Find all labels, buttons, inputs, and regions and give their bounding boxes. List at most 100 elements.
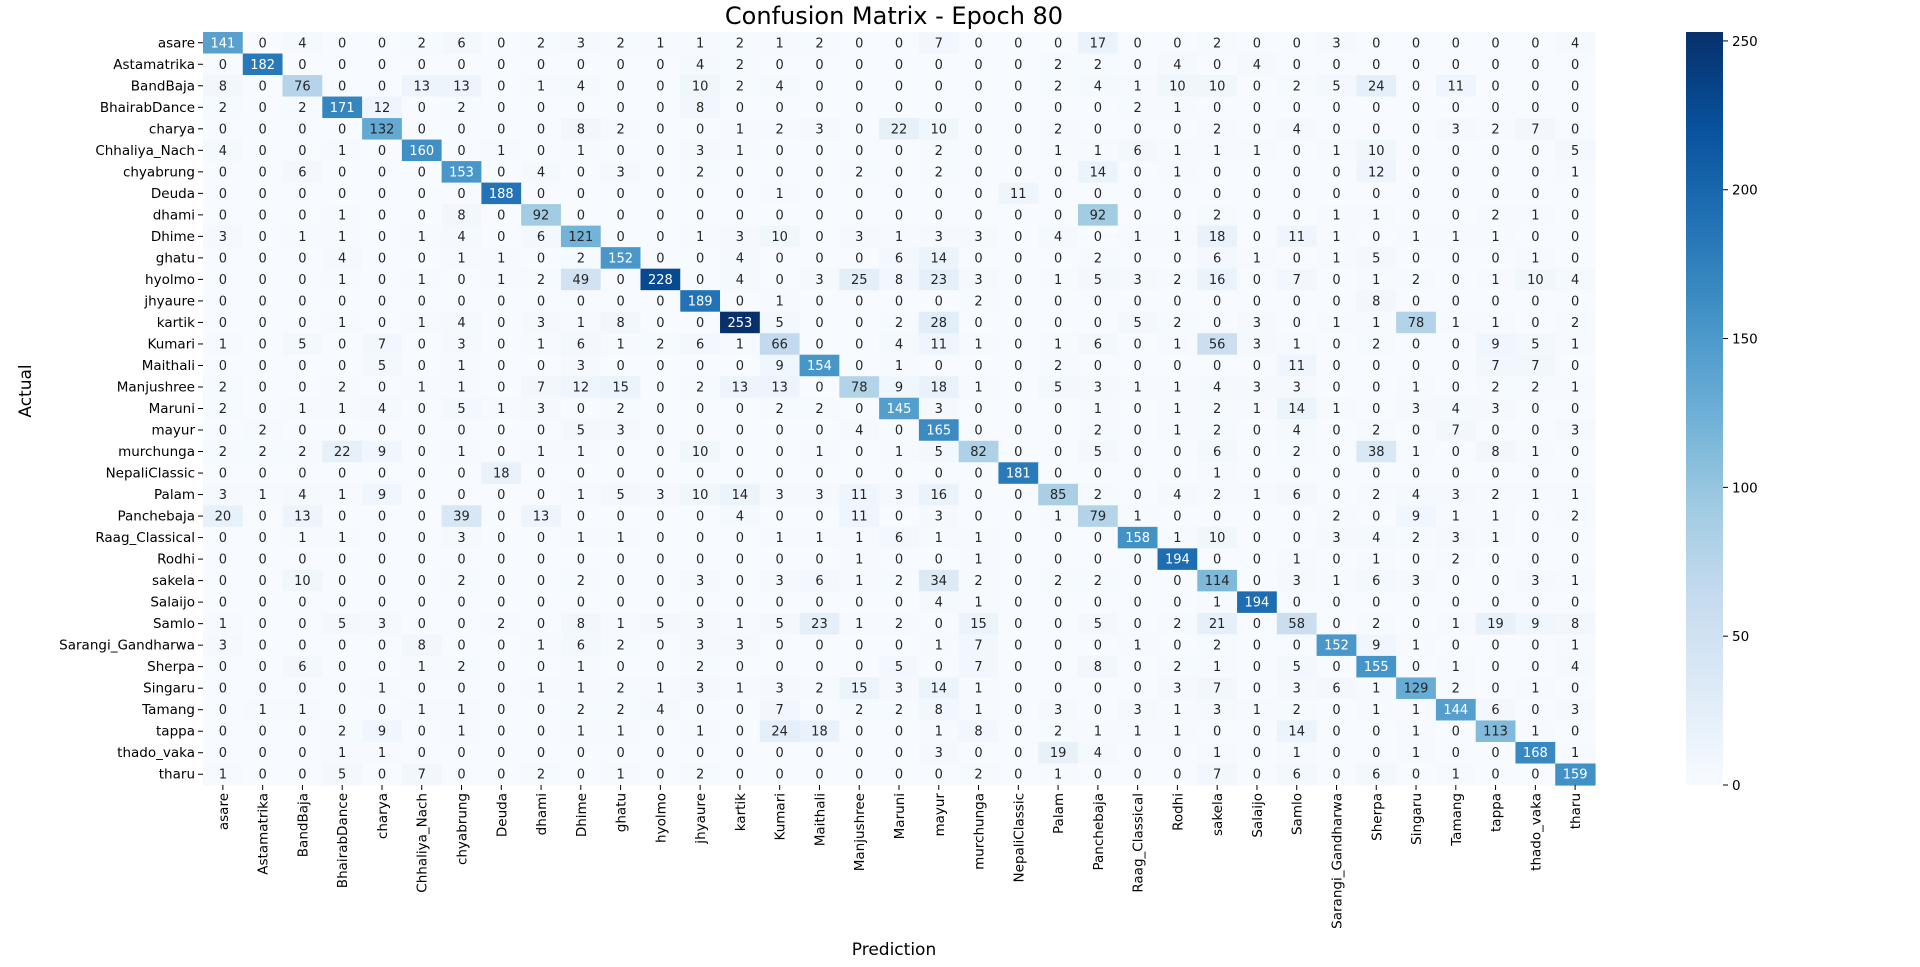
heatmap-cell [1475, 247, 1517, 270]
cell-value-label: 0 [1094, 639, 1102, 654]
cell-value-label: 0 [338, 424, 346, 439]
cell-value-label: 0 [1213, 510, 1221, 525]
cell-value-label: 0 [1452, 36, 1460, 51]
cell-value-label: 2 [1094, 424, 1102, 439]
cell-value-label: 0 [656, 380, 664, 395]
cell-value-label: 0 [457, 273, 465, 288]
cell-value-label: 2 [577, 574, 585, 589]
cell-value-label: 1 [1173, 402, 1181, 417]
heatmap-cell [759, 354, 801, 377]
heatmap-cell [680, 333, 721, 356]
heatmap-cell [203, 32, 244, 55]
cell-value-label: 5 [338, 768, 346, 783]
heatmap-cell [1356, 139, 1397, 162]
heatmap-cell [759, 182, 801, 205]
cell-value-label: 6 [1491, 703, 1499, 718]
x-tick-label: tappa [1489, 793, 1505, 832]
heatmap-cell [680, 548, 721, 571]
heatmap-cell [918, 32, 960, 55]
heatmap-cell [362, 548, 403, 571]
cell-value-label: 2 [497, 617, 505, 632]
cell-value-label: 0 [497, 101, 505, 116]
heatmap-cell [401, 333, 443, 356]
heatmap-cell [680, 569, 721, 592]
heatmap-cell [1276, 440, 1318, 463]
cell-value-label: 0 [457, 294, 465, 309]
heatmap-cell [401, 53, 443, 76]
cell-value-label: 5 [1372, 251, 1380, 266]
cell-value-label: 0 [418, 424, 426, 439]
cell-value-label: 92 [1090, 208, 1107, 223]
heatmap-cell [203, 376, 244, 399]
heatmap-cell [1475, 526, 1517, 549]
cell-value-label: 0 [1332, 359, 1340, 374]
heatmap-cell [1077, 182, 1119, 205]
cell-value-label: 0 [855, 101, 863, 116]
heatmap-cell [958, 268, 1000, 291]
heatmap-cell [958, 655, 1000, 679]
cell-value-label: 160 [409, 144, 434, 159]
cell-value-label: 0 [974, 79, 982, 94]
heatmap-cell [362, 376, 403, 399]
heatmap-cell [441, 591, 482, 614]
heatmap-cell [441, 32, 482, 55]
cell-value-label: 0 [1372, 359, 1380, 374]
heatmap-cell [441, 419, 482, 442]
cell-value-label: 141 [210, 36, 235, 51]
cell-value-label: 0 [736, 424, 744, 439]
cell-value-label: 1 [1054, 273, 1062, 288]
cell-value-label: 0 [1293, 294, 1301, 309]
cell-value-label: 0 [1014, 208, 1022, 223]
cell-value-label: 253 [727, 316, 752, 331]
cell-value-label: 0 [1014, 316, 1022, 331]
heatmap-cell [839, 526, 880, 549]
heatmap-cell [1197, 612, 1238, 635]
cell-value-label: 0 [1253, 424, 1261, 439]
heatmap-cell [1555, 311, 1596, 334]
heatmap-cell [958, 548, 1000, 571]
heatmap-cell [362, 290, 403, 313]
cell-value-label: 1 [1173, 165, 1181, 180]
y-tick-label: sakela [152, 573, 195, 589]
cell-value-label: 0 [298, 424, 306, 439]
heatmap-cell [1237, 311, 1278, 334]
heatmap-cell [1435, 462, 1477, 485]
cell-value-label: 1 [219, 617, 227, 632]
cell-value-label: 0 [1571, 402, 1579, 417]
cell-value-label: 1 [895, 230, 903, 245]
heatmap-cell [720, 118, 761, 141]
cell-value-label: 0 [537, 596, 545, 611]
heatmap-cell [839, 440, 880, 463]
heatmap-cell [322, 204, 363, 227]
heatmap-cell [879, 440, 920, 463]
heatmap-cell [600, 376, 642, 399]
cell-value-label: 3 [219, 639, 227, 654]
heatmap-cell [879, 376, 920, 399]
cell-value-label: 2 [974, 768, 982, 783]
heatmap-cell [1038, 462, 1079, 485]
cell-value-label: 14 [1090, 165, 1107, 180]
cell-value-label: 7 [974, 660, 982, 675]
heatmap-cell [1435, 376, 1477, 399]
cell-value-label: 8 [974, 725, 982, 740]
cell-value-label: 0 [418, 725, 426, 740]
heatmap-cell [1157, 161, 1198, 184]
cell-value-label: 0 [219, 316, 227, 331]
cell-value-label: 0 [1054, 101, 1062, 116]
cell-value-label: 3 [616, 424, 624, 439]
cell-value-label: 188 [489, 187, 514, 202]
cell-value-label: 1 [974, 703, 982, 718]
cell-value-label: 0 [1014, 553, 1022, 568]
heatmap-cell [1515, 569, 1556, 592]
heatmap-cell [998, 247, 1039, 270]
heatmap-cell [720, 311, 761, 334]
cell-value-label: 4 [1571, 36, 1579, 51]
heatmap-cell [839, 247, 880, 270]
heatmap-cell [879, 311, 920, 334]
heatmap-cell [839, 204, 880, 227]
cell-value-label: 3 [935, 402, 943, 417]
heatmap-cell [918, 139, 960, 162]
cell-value-label: 0 [378, 273, 386, 288]
heatmap-cell [839, 139, 880, 162]
cell-value-label: 0 [1452, 273, 1460, 288]
